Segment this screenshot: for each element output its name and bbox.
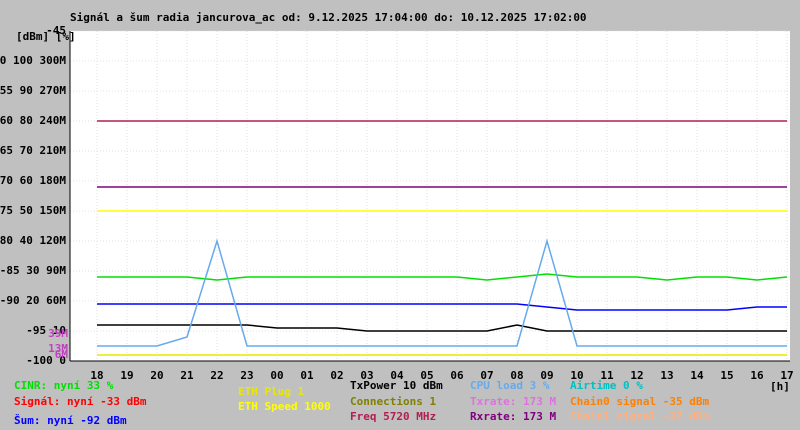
legend-entry: CINR: nyní 33 % bbox=[14, 379, 114, 392]
x-tick-label: 02 bbox=[330, 369, 343, 382]
y-tick-label: -100 0 bbox=[26, 354, 66, 367]
x-tick-label: 20 bbox=[150, 369, 163, 382]
y-tick-label: -65 70 210M bbox=[0, 144, 66, 157]
y-tick-label: -90 20 60M bbox=[0, 294, 66, 307]
y-tick-label: -75 50 150M bbox=[0, 204, 66, 217]
legend-entry: Connections 1 bbox=[350, 395, 436, 408]
legend-entry: Rxrate: 173 M bbox=[470, 410, 556, 423]
x-tick-label: 22 bbox=[210, 369, 223, 382]
x-tick-label: 21 bbox=[180, 369, 194, 382]
x-tick-label: 08 bbox=[510, 369, 523, 382]
series-line bbox=[97, 273, 788, 281]
y-tick-label: -50 100 300M bbox=[0, 54, 66, 67]
y-tick-label: -55 90 270M bbox=[0, 84, 66, 97]
x-tick-label: 10 bbox=[570, 369, 583, 382]
plot-area bbox=[70, 31, 790, 361]
x-tick-label: 14 bbox=[690, 369, 704, 382]
y-tick-label: -60 80 240M bbox=[0, 114, 66, 127]
legend-entry: ETH Speed 1000 bbox=[238, 400, 331, 413]
series-line bbox=[97, 324, 787, 332]
legend-entry: Txrate: 173 M bbox=[470, 395, 556, 408]
x-tick-label: 17 bbox=[780, 369, 793, 382]
legend-entry: ETH Plug 1 bbox=[238, 385, 305, 398]
x-tick-label: 01 bbox=[300, 369, 314, 382]
x-unit-label: [h] bbox=[770, 380, 790, 393]
x-tick-label: 06 bbox=[450, 369, 464, 382]
x-tick-label: 12 bbox=[630, 369, 643, 382]
x-tick-label: 13 bbox=[660, 369, 673, 382]
x-tick-label: 03 bbox=[360, 369, 373, 382]
rate-tick-label: 13M bbox=[48, 342, 68, 355]
series-line bbox=[97, 303, 787, 311]
x-tick-label: 16 bbox=[750, 369, 764, 382]
series-line bbox=[97, 238, 787, 347]
x-tick-label: 18 bbox=[90, 369, 103, 382]
legend-entry: Freq 5720 MHz bbox=[350, 410, 436, 423]
chart-title: Signál a šum radia jancurova_ac od: 9.12… bbox=[70, 11, 587, 24]
y-tick-label: -85 30 90M bbox=[0, 264, 66, 277]
legend-entry: TxPower 10 dBm bbox=[350, 379, 443, 392]
legend-entry: Signál: nyní -33 dBm bbox=[14, 395, 147, 408]
y-tick-label: -70 60 180M bbox=[0, 174, 66, 187]
x-tick-label: 15 bbox=[720, 369, 733, 382]
x-tick-label: 19 bbox=[120, 369, 133, 382]
y-tick-label: -80 40 120M bbox=[0, 234, 66, 247]
x-tick-label: 04 bbox=[390, 369, 404, 382]
legend-entry: Chain1 signal -37 dBm bbox=[570, 410, 709, 423]
legend-entry: CPU load 3 % bbox=[470, 379, 550, 392]
y-tick-label: -95 10 bbox=[26, 324, 66, 337]
rate-tick-label: 6M bbox=[55, 348, 69, 361]
rate-tick-label: 39M bbox=[48, 327, 68, 340]
x-tick-label: 05 bbox=[420, 369, 433, 382]
x-tick-label: 23 bbox=[240, 369, 253, 382]
y-unit-label: [dBm] [%] bbox=[16, 30, 76, 43]
x-tick-label: 07 bbox=[480, 369, 493, 382]
y-tick-label: -45 bbox=[46, 24, 66, 37]
legend-entry: Chain0 signal -35 dBm bbox=[570, 395, 709, 408]
legend-entry: Airtime 0 % bbox=[570, 379, 643, 392]
x-tick-label: 11 bbox=[600, 369, 614, 382]
x-tick-label: 09 bbox=[540, 369, 553, 382]
legend-entry: Šum: nyní -92 dBm bbox=[14, 414, 127, 427]
x-tick-label: 00 bbox=[270, 369, 283, 382]
